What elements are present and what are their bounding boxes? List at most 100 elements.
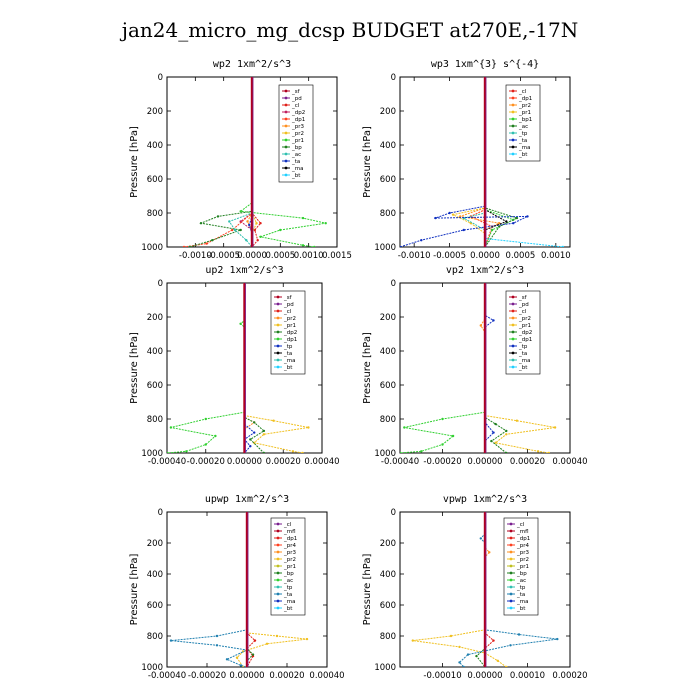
data-point [239,210,242,213]
legend-label: _ma [516,599,528,605]
legend-marker [511,351,515,355]
legend-label: _dp1 [518,337,532,343]
y-tick-label: 200 [380,313,396,323]
legend-label: _dp1 [283,536,297,542]
legend-label: _pr2 [518,316,531,322]
data-point [462,228,465,232]
series-line-ma [484,77,508,247]
legend-marker [511,330,515,334]
legend-label: _tp [283,344,293,350]
legend-label: _pr2 [516,557,529,563]
legend-marker [276,344,280,348]
y-tick-label: 0 [158,279,163,289]
data-point [553,426,557,429]
legend-marker [511,152,515,156]
data-point [411,639,414,642]
data-point [496,659,499,662]
legend-label: _mfl [516,529,529,535]
legend-marker [509,536,513,540]
y-tick-label: 200 [147,107,163,117]
legend-marker [511,309,515,313]
legend-marker [511,145,515,149]
legend-label: _ac [516,578,526,584]
data-point [451,434,455,438]
legend-label: _ma [283,599,295,605]
legend-label: _pr4 [516,543,530,549]
legend-marker [511,302,515,306]
data-point [479,537,482,540]
legend-marker [511,117,515,121]
series-line-ta [170,512,249,667]
legend-label: _dp1 [516,536,530,542]
data-point [279,228,282,232]
data-point [239,664,243,667]
series-group [411,512,559,667]
y-tick-label: 1000 [374,243,396,253]
y-tick-label: 800 [147,632,163,642]
x-tick-label: -0.00020 [423,457,461,467]
legend-label: _pd [283,302,294,308]
legend: _sf_pd_cl_dp2_dp1_pr3_pr2_pr1_bp_ac_ta_m… [278,84,314,183]
legend-marker [276,536,280,540]
data-point [536,450,540,453]
data-point [185,450,188,453]
legend-marker [276,585,280,589]
legend-marker [276,522,280,526]
legend-marker [509,599,513,603]
x-tick-label: 0.0005 [506,251,536,261]
panel-title: wp2 1xm^2/s^3 [213,59,291,70]
x-tick-label: 0.00040 [309,671,344,681]
x-tick-label: 0.00020 [266,457,301,467]
data-point [449,634,453,638]
data-point [459,215,462,218]
x-tick-label: 0.00010 [510,671,545,681]
series-line-dp1 [400,283,486,453]
y-tick-label: 600 [380,175,396,185]
data-point [475,654,478,658]
y-tick-label: 400 [380,347,396,357]
legend-label: _pr1 [518,323,531,329]
series-line-cl [251,77,262,247]
data-point [505,665,508,667]
legend-label: _bp [516,571,527,577]
data-point [448,211,451,215]
data-point [256,239,259,242]
legend-marker [511,96,515,100]
legend-marker [284,152,288,156]
data-point [420,450,423,453]
legend-label: _pr1 [516,564,529,570]
data-point [492,431,495,434]
data-point [451,213,455,216]
panel-title: up2 1xm^2/s^3 [205,265,283,276]
legend-label: _ta [518,351,527,357]
x-tick-label: 0.0005 [265,251,295,261]
legend-label: _cl [518,309,527,315]
legend-marker [284,138,288,142]
data-point [324,222,327,225]
legend-marker [276,578,280,582]
legend-label: _ma [518,145,530,151]
y-tick-label: 600 [147,175,163,185]
legend-marker [509,529,513,533]
legend-label: _pr2 [283,316,296,322]
series-line-dp1 [167,283,245,453]
legend-marker [511,337,515,341]
data-point [228,220,231,223]
legend-label: _pd [518,302,529,308]
y-tick-label: 800 [380,632,396,642]
legend-marker [276,557,280,561]
data-point [301,216,305,220]
y-tick-label: 400 [380,570,396,580]
data-point [505,220,508,223]
data-point [275,634,279,638]
data-point [400,245,402,247]
x-tick-label: 0.0010 [294,251,324,261]
x-tick-label: 0.0015 [322,251,352,261]
series-line-bp [475,512,486,667]
legend-label: _pr2 [291,131,304,137]
data-point [301,244,305,247]
x-tick-label: -0.00010 [423,671,461,681]
data-point [512,222,515,225]
data-point [253,421,256,424]
y-tick-label: 800 [380,415,396,425]
